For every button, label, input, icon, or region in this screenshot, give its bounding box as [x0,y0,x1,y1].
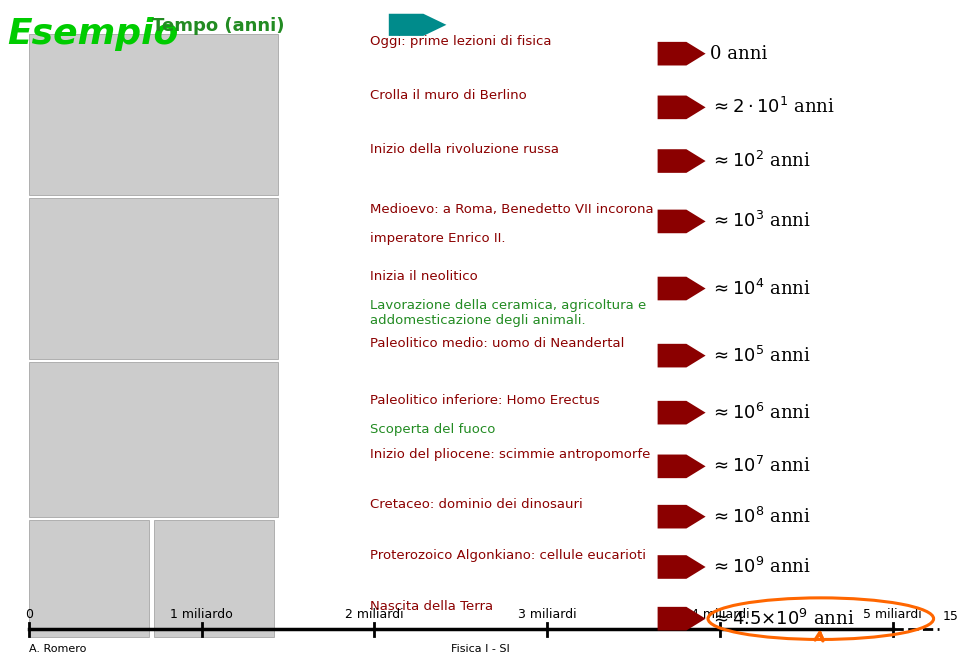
Text: Paleolitico inferiore: Homo Erectus: Paleolitico inferiore: Homo Erectus [370,395,599,407]
Polygon shape [658,149,706,173]
FancyBboxPatch shape [29,198,278,359]
Text: 0: 0 [25,608,33,621]
Text: A. Romero: A. Romero [29,644,86,654]
Text: $\approx 2 \cdot 10^{1}$ anni: $\approx 2 \cdot 10^{1}$ anni [710,97,835,117]
Text: Lavorazione della ceramica, agricoltura e
addomesticazione degli animali.: Lavorazione della ceramica, agricoltura … [370,299,646,327]
FancyBboxPatch shape [29,34,278,195]
Polygon shape [658,209,706,234]
Polygon shape [658,555,706,579]
Text: $\approx 10^{3}$ anni: $\approx 10^{3}$ anni [710,211,811,231]
FancyBboxPatch shape [29,362,278,517]
Text: $\approx 10^{4}$ anni: $\approx 10^{4}$ anni [710,278,811,299]
FancyBboxPatch shape [154,520,274,637]
Text: Esempio: Esempio [8,17,180,51]
Text: Tempo (anni): Tempo (anni) [152,17,284,35]
FancyBboxPatch shape [29,520,149,637]
Text: 3 miliardi: 3 miliardi [517,608,577,621]
Text: Inizia il neolitico: Inizia il neolitico [370,270,477,283]
Polygon shape [658,95,706,119]
Text: Proterozoico Algonkiano: cellule eucarioti: Proterozoico Algonkiano: cellule eucario… [370,549,645,562]
Text: $\approx 10^{8}$ anni: $\approx 10^{8}$ anni [710,507,811,527]
Polygon shape [658,607,706,631]
Polygon shape [658,401,706,425]
Polygon shape [389,14,446,36]
Polygon shape [658,276,706,301]
Text: Nascita della Terra: Nascita della Terra [370,601,492,613]
Text: $\approx 10^{7}$ anni: $\approx 10^{7}$ anni [710,456,811,476]
Text: 1 miliardo: 1 miliardo [170,608,233,621]
Text: $\approx 10^{9}$ anni: $\approx 10^{9}$ anni [710,557,811,577]
Text: Scoperta del fuoco: Scoperta del fuoco [370,423,495,436]
Polygon shape [658,505,706,529]
Polygon shape [658,42,706,66]
Text: $\approx 10^{5}$ anni: $\approx 10^{5}$ anni [710,346,811,366]
Text: Inizio del pliocene: scimmie antropomorfe: Inizio del pliocene: scimmie antropomorf… [370,448,650,461]
Text: 2 miliardi: 2 miliardi [345,608,404,621]
Text: Oggi: prime lezioni di fisica: Oggi: prime lezioni di fisica [370,36,551,48]
Text: $\approx 4.5{\times}10^{9}$ anni: $\approx 4.5{\times}10^{9}$ anni [710,609,854,629]
Text: 15: 15 [943,610,959,623]
Text: 5 miliardi: 5 miliardi [863,608,923,621]
Text: imperatore Enrico II.: imperatore Enrico II. [370,232,505,245]
Text: Paleolitico medio: uomo di Neandertal: Paleolitico medio: uomo di Neandertal [370,338,624,350]
Text: Medioevo: a Roma, Benedetto VII incorona: Medioevo: a Roma, Benedetto VII incorona [370,203,653,216]
Text: Fisica I - SI: Fisica I - SI [450,644,510,654]
Text: 4 miliardi: 4 miliardi [690,608,750,621]
Text: Inizio della rivoluzione russa: Inizio della rivoluzione russa [370,143,559,156]
Text: $\approx 10^{2}$ anni: $\approx 10^{2}$ anni [710,151,811,171]
Text: $\approx 10^{6}$ anni: $\approx 10^{6}$ anni [710,403,811,423]
Polygon shape [658,344,706,368]
Text: 0 anni: 0 anni [710,45,768,62]
Text: Cretaceo: dominio dei dinosauri: Cretaceo: dominio dei dinosauri [370,499,583,511]
Text: Crolla il muro di Berlino: Crolla il muro di Berlino [370,89,526,102]
Polygon shape [658,454,706,478]
